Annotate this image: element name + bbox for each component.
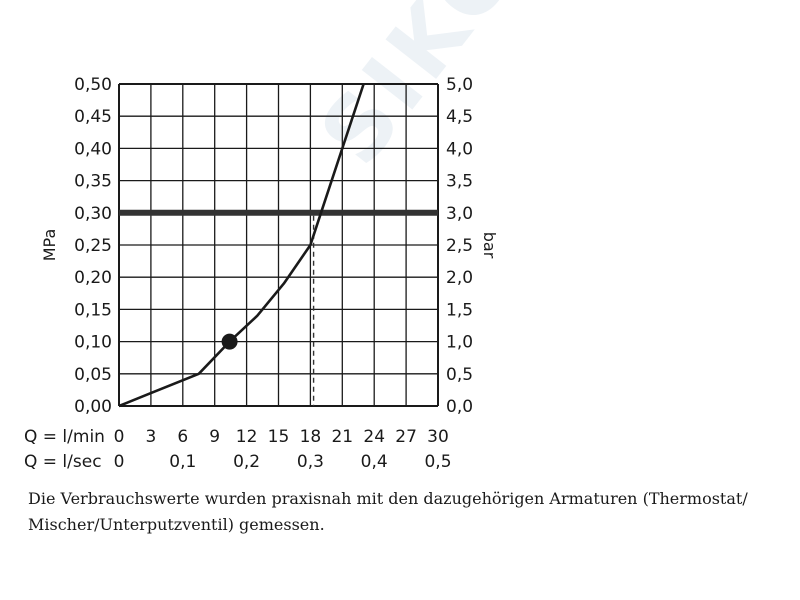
x-tick-label-lsec: 0,3 <box>297 452 324 472</box>
y-tick-label-left: 0,50 <box>74 75 112 95</box>
y-tick-label-right: 5,0 <box>446 75 473 95</box>
x-tick-label-lmin: 9 <box>209 427 220 447</box>
x-tick-label-lmin: 18 <box>300 427 322 447</box>
y-tick-label-right: 4,5 <box>446 107 473 127</box>
y-tick-label-left: 0,30 <box>74 204 112 224</box>
x-tick-label-lsec: 0,4 <box>361 452 388 472</box>
x-tick-label-lmin: 21 <box>331 427 353 447</box>
x-tick-label-lsec: 0,2 <box>233 452 260 472</box>
x-tick-label-lmin: 0 <box>114 427 125 447</box>
x-tick-label-lmin: 3 <box>145 427 156 447</box>
y-tick-label-left: 0,45 <box>74 107 112 127</box>
y-tick-label-left: 0,05 <box>74 365 112 385</box>
x-tick-label-lsec: 0,1 <box>169 452 196 472</box>
reference-layer <box>119 209 438 406</box>
y-tick-label-right: 3,5 <box>446 172 473 192</box>
y-tick-label-right: 0,0 <box>446 397 473 417</box>
x-tick-label-lmin: 15 <box>268 427 290 447</box>
x-row-label-lmin: Q = l/min <box>24 427 105 447</box>
series-layer <box>118 83 365 408</box>
x-tick-label-lmin: 6 <box>177 427 188 447</box>
x-tick-label-lmin: 12 <box>236 427 258 447</box>
x-tick-label-lmin: 24 <box>363 427 385 447</box>
y-tick-label-left: 0,00 <box>74 397 112 417</box>
x-tick-label-lsec: 0 <box>114 452 125 472</box>
chart-area: 0,50 0,45 0,40 0,35 0,30 0,25 0,20 0,15 0,10 0,05… <box>24 75 499 472</box>
y-tick-label-left: 0,35 <box>74 172 112 192</box>
y-tick-label-left: 0,20 <box>74 268 112 288</box>
y-tick-label-right: 0,5 <box>446 365 473 385</box>
caption: Die Verbrauchswerte wurden praxisnah mit… <box>28 489 748 534</box>
tick-labels: 0,500,450,400,350,300,250,200,150,100,05… <box>24 75 473 472</box>
y-tick-label-left: 0,15 <box>74 300 112 320</box>
y-tick-label-left: 0,40 <box>74 139 112 159</box>
grid <box>118 83 439 407</box>
y-tick-label-right: 2,0 <box>446 268 473 288</box>
pressure-flow-chart: 0,500,450,400,350,300,250,200,150,100,05… <box>24 75 499 472</box>
y-axis-label-right: bar <box>480 232 499 259</box>
y-tick-label-right: 3,0 <box>446 204 473 224</box>
flow-pressure-curve <box>118 83 365 408</box>
y-tick-label-right: 4,0 <box>446 139 473 159</box>
y-tick-label-right: 1,5 <box>446 300 473 320</box>
x-row-label-lsec: Q = l/sec <box>24 452 102 472</box>
x-tick-label-lmin: 27 <box>395 427 417 447</box>
x-tick-label-lsec: 0,5 <box>424 452 451 472</box>
y-tick-label-right: 1,0 <box>446 333 473 353</box>
y-tick-label-right: 2,5 <box>446 236 473 256</box>
operating-point-marker <box>221 333 238 350</box>
y-tick-label-left: 0,10 <box>74 333 112 353</box>
y-axis-label-left: MPa <box>40 229 59 262</box>
y-tick-label-left: 0,25 <box>74 236 112 256</box>
x-tick-label-lmin: 30 <box>427 427 449 447</box>
